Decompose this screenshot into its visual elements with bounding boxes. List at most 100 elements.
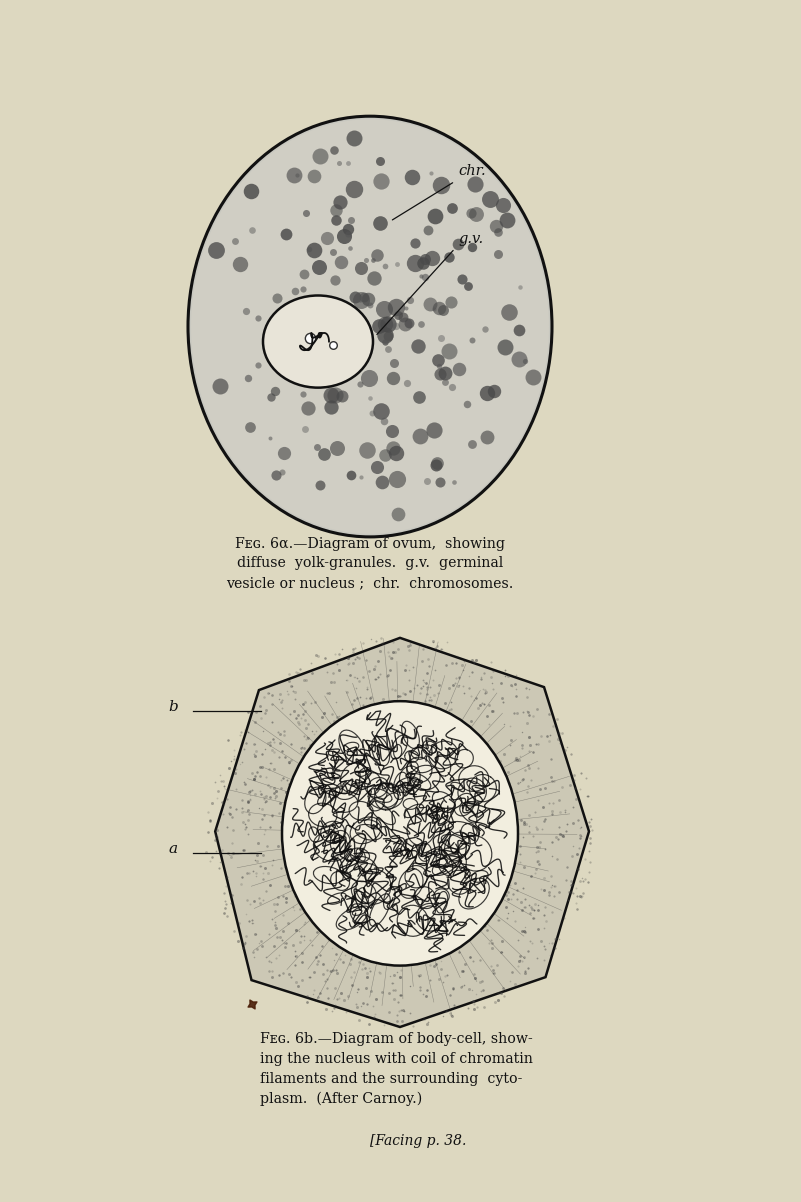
Point — [566, 797, 579, 816]
Point — [277, 934, 290, 953]
Point — [501, 889, 514, 909]
Point — [249, 703, 262, 722]
Point — [218, 904, 231, 923]
Point — [276, 963, 289, 982]
Point — [535, 932, 548, 951]
Point — [304, 736, 316, 755]
Point — [256, 757, 268, 776]
Point — [297, 264, 310, 284]
Point — [444, 1004, 457, 1023]
Point — [239, 774, 252, 793]
Point — [429, 207, 442, 226]
Point — [505, 731, 517, 750]
Point — [525, 900, 538, 920]
Point — [266, 694, 279, 713]
Point — [532, 841, 545, 861]
Point — [336, 952, 349, 971]
Point — [209, 773, 222, 792]
Point — [544, 767, 557, 786]
Point — [240, 863, 253, 882]
Point — [445, 653, 458, 672]
Point — [345, 465, 358, 484]
Point — [509, 911, 521, 930]
Point — [528, 900, 541, 920]
Point — [477, 980, 489, 999]
Point — [241, 891, 254, 910]
Point — [243, 805, 256, 825]
Point — [299, 702, 312, 721]
Point — [421, 1012, 434, 1031]
Point — [570, 893, 582, 912]
Point — [443, 679, 456, 698]
Ellipse shape — [263, 296, 373, 387]
Point — [243, 783, 256, 802]
Point — [465, 686, 477, 706]
Point — [476, 694, 489, 713]
Point — [235, 874, 248, 893]
Point — [427, 632, 440, 651]
Point — [413, 966, 425, 986]
Point — [244, 894, 257, 914]
Point — [299, 710, 312, 730]
Point — [399, 314, 412, 333]
Point — [521, 958, 534, 977]
Point — [537, 797, 550, 816]
Point — [265, 805, 278, 825]
Point — [308, 166, 320, 185]
Point — [273, 725, 286, 744]
Point — [548, 876, 561, 895]
Point — [425, 163, 438, 183]
Point — [497, 714, 510, 733]
Point — [346, 639, 359, 659]
Point — [429, 661, 441, 680]
Point — [248, 924, 261, 944]
Point — [360, 700, 372, 719]
Point — [316, 708, 328, 727]
Point — [304, 654, 317, 673]
Point — [327, 335, 340, 355]
Point — [381, 339, 394, 358]
Point — [262, 775, 275, 795]
Point — [453, 359, 466, 379]
Point — [453, 668, 466, 688]
Point — [344, 968, 357, 987]
Point — [220, 790, 233, 809]
Point — [501, 210, 513, 230]
Point — [518, 917, 531, 936]
Point — [254, 766, 267, 785]
Point — [280, 893, 292, 912]
Point — [403, 660, 416, 679]
Point — [488, 381, 501, 400]
Point — [241, 810, 254, 829]
Point — [518, 921, 531, 940]
Point — [310, 645, 323, 665]
Point — [559, 822, 572, 841]
Point — [317, 964, 330, 983]
Point — [250, 851, 263, 870]
Point — [553, 791, 566, 810]
Point — [289, 941, 302, 960]
Point — [420, 987, 433, 1006]
Point — [388, 643, 401, 662]
Point — [473, 972, 486, 992]
Point — [474, 667, 487, 686]
Point — [477, 664, 490, 683]
Point — [268, 784, 280, 803]
Point — [202, 822, 215, 841]
Point — [252, 798, 265, 817]
Point — [268, 778, 280, 797]
Point — [337, 990, 350, 1010]
Point — [223, 758, 235, 778]
Point — [276, 690, 288, 709]
Point — [509, 975, 521, 994]
Point — [545, 877, 557, 897]
Point — [467, 992, 480, 1011]
Point — [331, 707, 344, 726]
Point — [514, 844, 527, 863]
Point — [545, 903, 558, 922]
Point — [439, 655, 452, 674]
Point — [267, 850, 280, 869]
Point — [469, 650, 482, 670]
Point — [420, 673, 433, 692]
Point — [358, 287, 371, 307]
